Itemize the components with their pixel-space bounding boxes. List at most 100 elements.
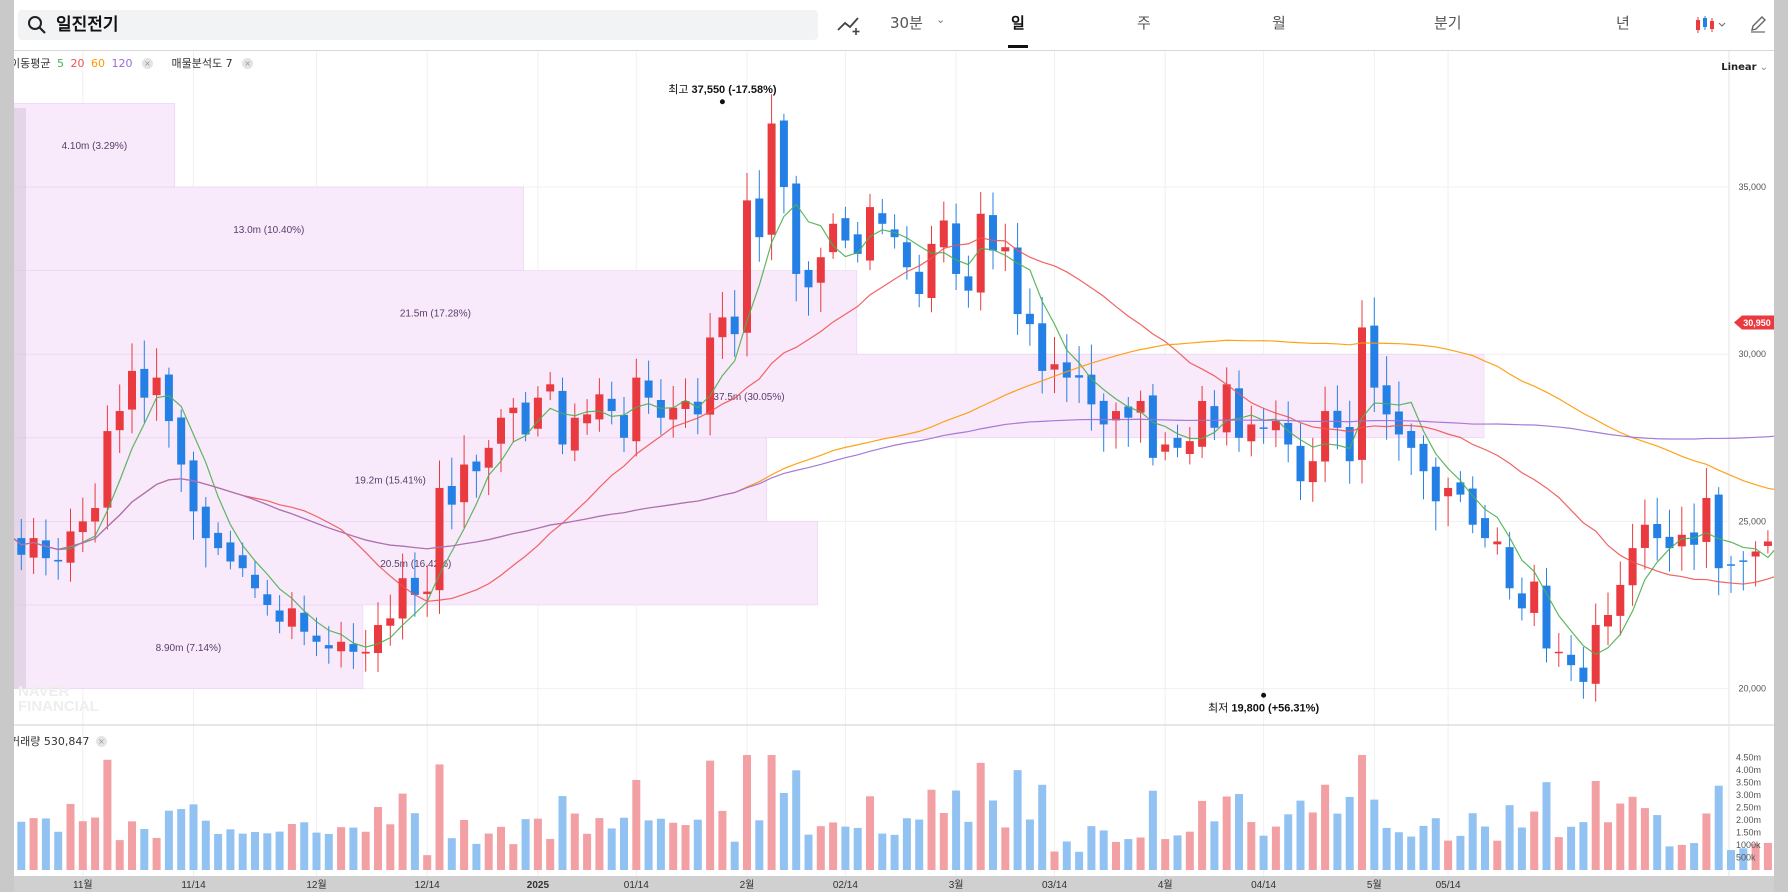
draw-pen-icon[interactable] xyxy=(1748,14,1768,34)
candle xyxy=(1210,406,1219,428)
volume-bar xyxy=(275,831,284,870)
candle xyxy=(1112,411,1120,421)
candle xyxy=(1235,388,1243,438)
price-volume-chart[interactable]: 8.90m (7.14%) 20.5m (16.42%) 19.2m (15.41%… xyxy=(14,0,1774,892)
volume-bar xyxy=(1751,843,1760,870)
chevron-down-icon[interactable]: ⌄ xyxy=(936,13,946,26)
x-tick-label: 12/14 xyxy=(415,880,440,891)
volume-bar xyxy=(890,834,899,870)
profile-bar xyxy=(14,437,767,522)
volume-bar xyxy=(66,803,75,870)
candle xyxy=(472,461,481,472)
candle xyxy=(214,532,223,549)
volume-bar xyxy=(1579,822,1588,870)
candle xyxy=(1751,551,1760,557)
volume-bar xyxy=(1394,832,1403,870)
volume-bar xyxy=(509,844,518,870)
candle xyxy=(718,317,727,338)
volume-bar xyxy=(1702,813,1711,870)
tab-quarter[interactable]: 분기 xyxy=(1434,14,1462,32)
close-profile-icon[interactable]: × xyxy=(242,58,254,69)
candle xyxy=(398,578,407,619)
candle xyxy=(103,431,112,508)
high-marker-tag: 최고 xyxy=(668,83,691,96)
tab-week[interactable]: 주 xyxy=(1137,14,1151,32)
volume-bar xyxy=(115,840,124,870)
candle xyxy=(878,213,887,224)
volume-bar xyxy=(915,819,924,870)
tab-month[interactable]: 월 xyxy=(1272,14,1286,32)
profile-label: 19.2m (15.41%) xyxy=(355,476,426,487)
high-marker-value: 37,550 xyxy=(692,84,726,96)
volume-bar xyxy=(263,833,272,870)
volume-bar xyxy=(1198,800,1207,870)
volume-bar xyxy=(644,820,653,870)
close-ma-icon[interactable]: × xyxy=(141,58,153,69)
candle xyxy=(853,234,862,254)
tab-30min[interactable]: 30분 xyxy=(890,14,923,32)
tab-year[interactable]: 년 xyxy=(1616,14,1630,32)
volume-bar xyxy=(423,855,432,870)
search-box[interactable]: 일진전기 xyxy=(18,10,818,40)
candle xyxy=(460,464,469,503)
x-tick-label: 11월 xyxy=(73,879,93,891)
candle xyxy=(1345,426,1354,462)
candle xyxy=(1185,441,1194,454)
volume-bar xyxy=(1062,841,1071,870)
volume-bar xyxy=(1481,826,1489,870)
candle xyxy=(349,644,358,652)
indicator-add-icon[interactable] xyxy=(836,14,864,36)
volume-bar xyxy=(1407,836,1416,870)
volume-bar xyxy=(54,831,63,870)
candle xyxy=(164,374,173,422)
candle xyxy=(952,223,961,274)
candle xyxy=(1456,482,1465,495)
volume-bar xyxy=(853,827,862,870)
volume-bar xyxy=(1321,784,1330,870)
ma-120: 120 xyxy=(111,57,133,70)
volume-bar xyxy=(1640,808,1649,870)
volume-bar xyxy=(1493,840,1502,870)
volume-bar xyxy=(964,821,973,870)
volume-bar xyxy=(706,760,715,870)
volume-bar xyxy=(312,832,321,870)
volume-bar xyxy=(386,824,395,870)
candle xyxy=(29,538,38,558)
price-tick-label: 20,000 xyxy=(1738,684,1766,694)
candle xyxy=(1198,401,1207,447)
ma-label: 이동평균 xyxy=(14,57,51,70)
candle xyxy=(447,485,456,505)
volume-bar xyxy=(1616,803,1625,870)
candle xyxy=(484,447,493,468)
volume-bar xyxy=(103,759,112,870)
volume-bar xyxy=(1210,821,1219,870)
candle xyxy=(1714,494,1723,569)
candle xyxy=(1087,374,1096,405)
tab-day[interactable]: 일 xyxy=(1008,14,1028,48)
close-volume-icon[interactable]: × xyxy=(95,736,107,747)
candle-type-icon[interactable] xyxy=(1694,14,1728,36)
profile-label: 20.5m (16.42%) xyxy=(380,559,451,570)
candle xyxy=(263,594,272,605)
volume-bar xyxy=(989,800,997,870)
x-tick-label: 2025 xyxy=(527,880,550,891)
volume-bar xyxy=(300,822,309,870)
low-marker-tag: 최저 xyxy=(1208,701,1231,714)
candle xyxy=(1161,444,1170,452)
volume-bar xyxy=(570,813,579,870)
volume-legend: 거래량 530,847 × xyxy=(14,733,107,749)
volume-bar xyxy=(1161,839,1170,870)
volume-bar xyxy=(607,828,616,870)
scale-mode-label: Linear xyxy=(1721,62,1757,73)
candle xyxy=(804,269,813,288)
candle xyxy=(1554,651,1563,654)
candle xyxy=(1038,323,1047,371)
volume-bar xyxy=(1308,812,1317,870)
watermark-text: FINANCIAL xyxy=(18,698,99,715)
high-marker-label: 최고 37,550 (-17.58%) xyxy=(668,83,777,96)
scale-mode-toggle[interactable]: Linear ⌄ xyxy=(1721,62,1768,73)
last-price-label: 30,950 xyxy=(1743,318,1771,328)
candle xyxy=(964,276,973,291)
volume-bar xyxy=(1456,835,1465,870)
volume-bar xyxy=(1517,827,1526,870)
